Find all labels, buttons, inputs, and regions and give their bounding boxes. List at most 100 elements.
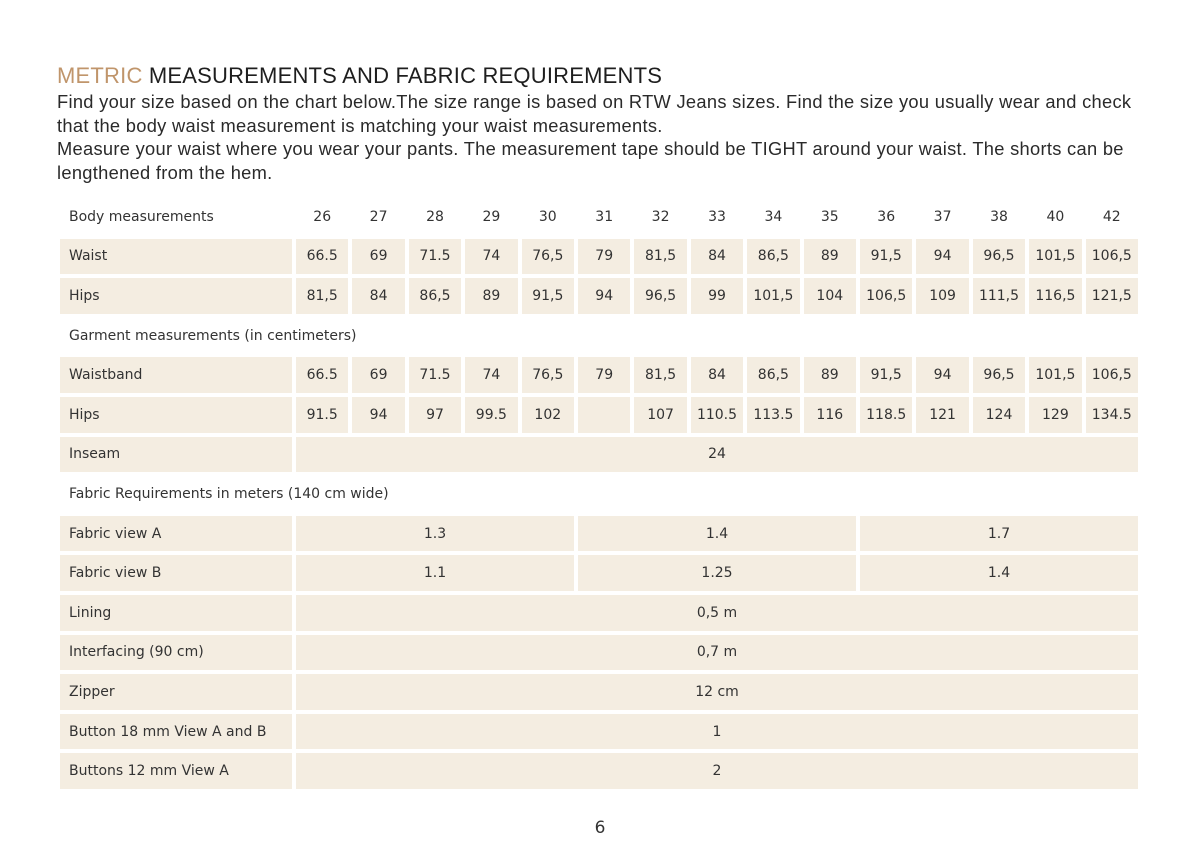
table-cell: 79 (578, 357, 631, 393)
table-cell: 107 (634, 396, 687, 433)
size-header: 27 (369, 208, 388, 225)
table-cell: 104 (803, 278, 856, 314)
table-cell: 102 (521, 396, 574, 433)
intro-paragraph: Measure your waist where you wear your p… (57, 138, 1124, 183)
table-cell: 121 (916, 396, 969, 433)
table-cell: 1.3 (296, 515, 574, 552)
section-heading-garment: Garment measurements (in centimeters) (69, 327, 357, 344)
table-cell: 94 (352, 396, 405, 433)
page-title: METRIC MEASUREMENTS AND FABRIC REQUIREME… (57, 63, 662, 89)
table-cell: 71.5 (408, 238, 462, 275)
table-cell: 118.5 (860, 396, 913, 433)
table-cell: 99.5 (465, 396, 518, 433)
table-cell: 74 (465, 238, 518, 275)
table-cell: 2 (296, 753, 1138, 789)
table-cell: 106,5 (860, 278, 913, 314)
table-cell: 84 (690, 238, 744, 275)
table-cell: 1.1 (296, 555, 574, 591)
table-cell: 89 (465, 278, 518, 314)
table-cell: 1.25 (578, 555, 856, 591)
table-cell: 91,5 (860, 357, 913, 393)
table-cell: 110.5 (690, 396, 744, 433)
table-cell: 86,5 (408, 278, 462, 314)
table-cell: 109 (916, 278, 969, 314)
row-label: Button 18 mm View A and B (60, 713, 292, 750)
row-label: Inseam (60, 436, 292, 473)
table-cell: 96,5 (972, 238, 1026, 275)
row-label: Interfacing (90 cm) (60, 634, 292, 671)
row-label: Fabric view B (60, 555, 292, 591)
table-cell: 84 (352, 278, 405, 314)
size-header: 40 (1046, 208, 1065, 225)
table-cell: 81,5 (296, 278, 349, 314)
table-cell: 101,5 (1029, 238, 1082, 275)
table-cell: 91,5 (521, 278, 574, 314)
table-cell: 71.5 (408, 357, 462, 393)
size-header: 26 (313, 208, 332, 225)
table-cell: 96,5 (972, 357, 1026, 393)
table-cell: 1.7 (860, 515, 1138, 552)
table-cell: 69 (352, 357, 405, 393)
table-cell: 99 (690, 278, 744, 314)
table-cell: 111,5 (972, 278, 1026, 314)
table-cell: 0,7 m (296, 634, 1138, 671)
title-accent: METRIC (57, 63, 143, 88)
row-label: Buttons 12 mm View A (60, 753, 292, 789)
table-cell: 94 (916, 238, 969, 275)
table-cell: 113.5 (747, 396, 800, 433)
size-header: 37 (933, 208, 952, 225)
table-cell: 1.4 (578, 515, 856, 552)
table-cell: 129 (1029, 396, 1082, 433)
table-cell: 74 (465, 357, 518, 393)
table-cell: 81,5 (634, 357, 687, 393)
table-cell: 106,5 (1085, 357, 1138, 393)
size-header: 34 (764, 208, 783, 225)
table-cell: 79 (578, 238, 631, 275)
table-cell: 76,5 (521, 357, 574, 393)
table-cell: 91.5 (296, 396, 349, 433)
table-cell: 24 (296, 436, 1138, 473)
size-header: 38 (990, 208, 1008, 225)
table-cell: 101,5 (1029, 357, 1082, 393)
table-cell: 121,5 (1085, 278, 1138, 314)
table-cell: 89 (803, 238, 856, 275)
table-cell: 94 (916, 357, 969, 393)
section-heading-fabric: Fabric Requirements in meters (140 cm wi… (69, 485, 389, 502)
table-cell: 134.5 (1085, 396, 1138, 433)
table-cell: 101,5 (747, 278, 800, 314)
size-header: 35 (820, 208, 839, 225)
table-cell: 86,5 (747, 357, 800, 393)
row-label: Waist (60, 238, 292, 275)
table-cell: 97 (408, 396, 462, 433)
size-header: 30 (538, 208, 557, 225)
size-header: 36 (877, 208, 896, 225)
table-cell: 124 (972, 396, 1026, 433)
size-header: 33 (708, 208, 726, 225)
table-cell: 89 (803, 357, 856, 393)
row-label: Fabric view A (60, 515, 292, 552)
table-cell: 94 (578, 278, 631, 314)
table-cell (578, 396, 631, 433)
title-text: MEASUREMENTS AND FABRIC REQUIREMENTS (142, 63, 663, 88)
table-cell: 66.5 (296, 238, 349, 275)
table-cell: 76,5 (521, 238, 574, 275)
size-header: 31 (595, 208, 614, 225)
table-cell: 1.4 (860, 555, 1138, 591)
size-header: 29 (482, 208, 501, 225)
table-cell: 116,5 (1029, 278, 1082, 314)
row-label: Hips (60, 278, 292, 314)
row-label: Hips (60, 396, 292, 433)
row-label: Zipper (60, 674, 292, 710)
table-cell: 86,5 (747, 238, 800, 275)
table-cell: 69 (352, 238, 405, 275)
intro-paragraph: Find your size based on the chart below.… (57, 91, 1132, 136)
table-cell: 66.5 (296, 357, 349, 393)
row-label: Waistband (60, 357, 292, 393)
table-cell: 81,5 (634, 238, 687, 275)
table-cell: 96,5 (634, 278, 687, 314)
table-cell: 106,5 (1085, 238, 1138, 275)
table-cell: 0,5 m (296, 594, 1138, 631)
intro-text: Find your size based on the chart below.… (57, 90, 1147, 184)
size-header: 42 (1102, 208, 1121, 225)
table-cell: 12 cm (296, 674, 1138, 710)
